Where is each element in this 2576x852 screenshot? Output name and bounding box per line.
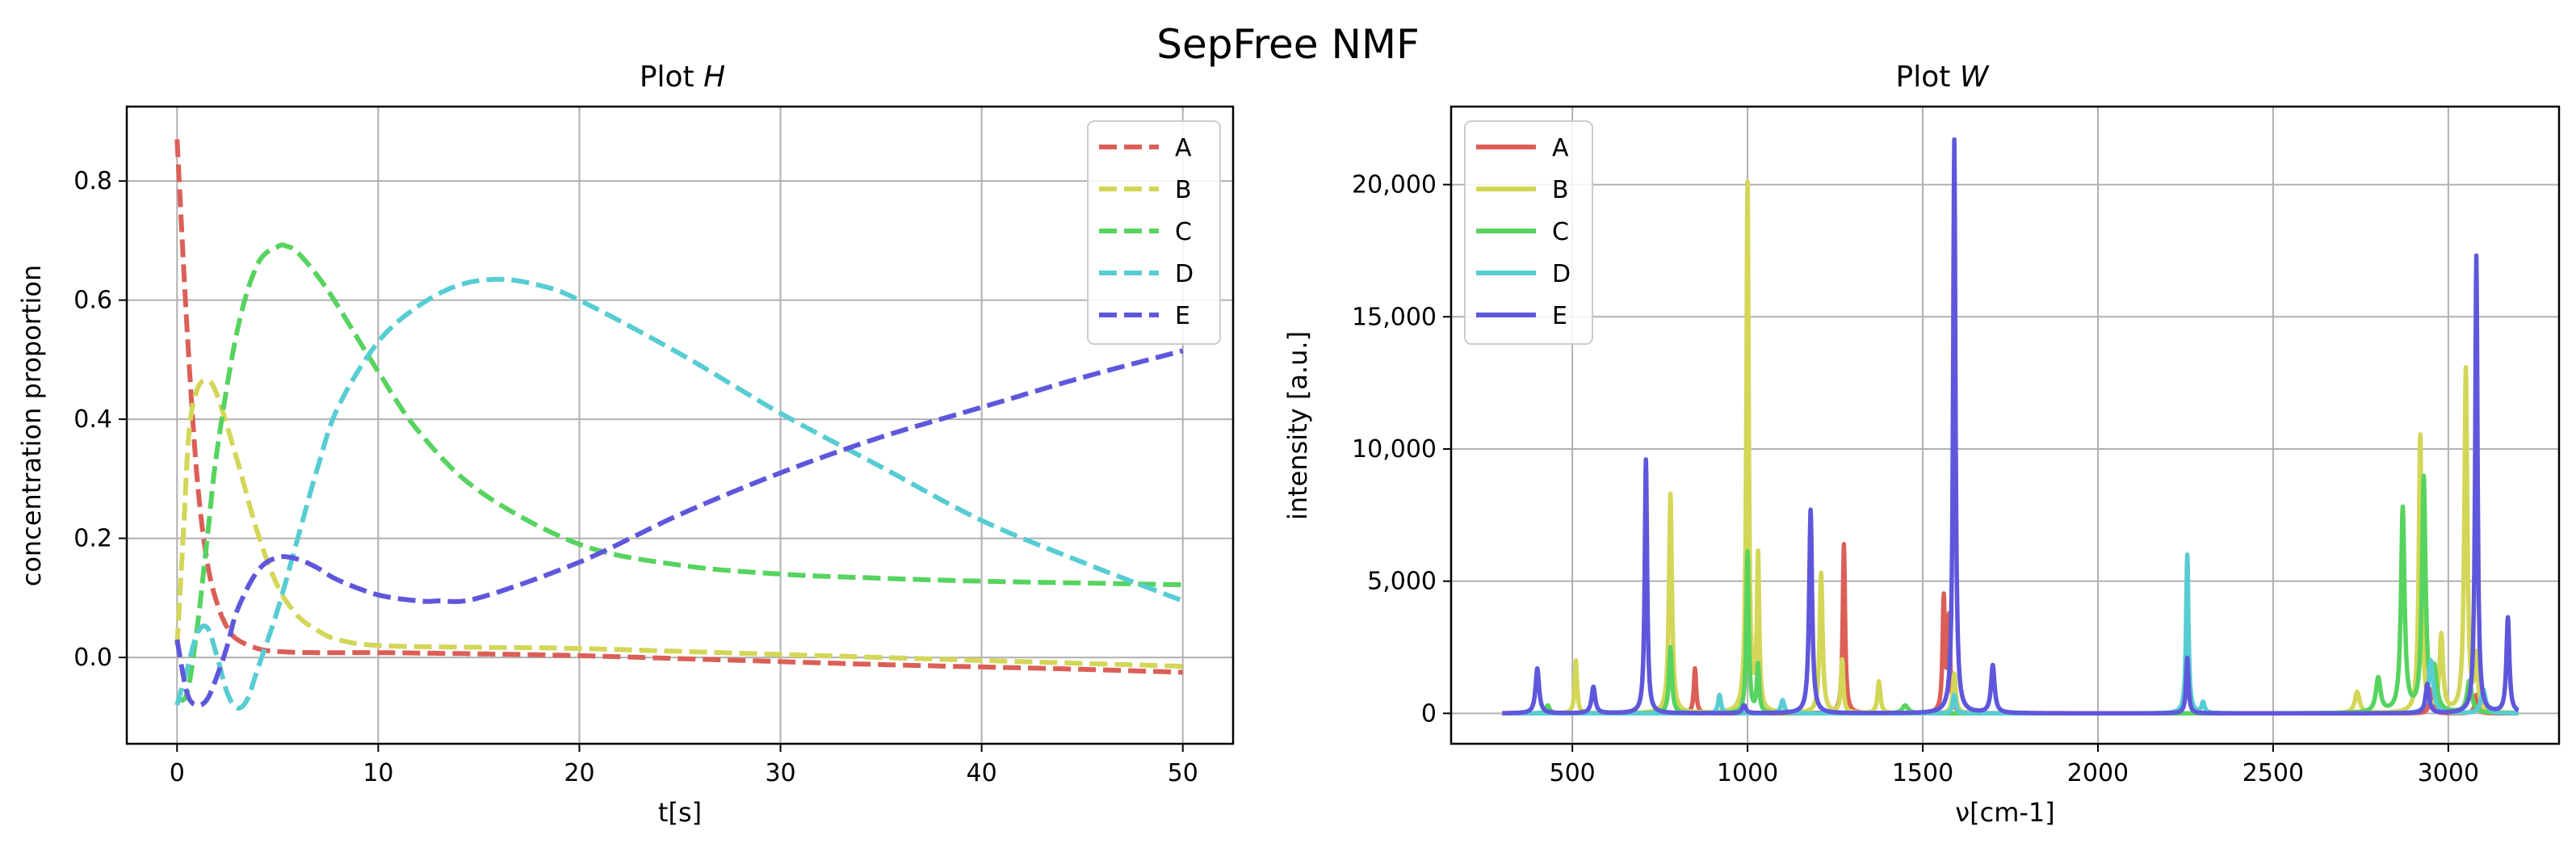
plot-h-legend-label-b: B bbox=[1175, 176, 1192, 204]
plot-w-legend-label-d: D bbox=[1552, 260, 1571, 288]
plot-h-ytick-label: 0.8 bbox=[73, 167, 112, 195]
plot-h-series bbox=[174, 139, 1184, 711]
plot-w-series-d bbox=[1500, 552, 2520, 716]
plot-w-xtick-label: 2500 bbox=[2242, 759, 2304, 787]
plot-h-series-e bbox=[174, 348, 1184, 708]
plot-w-xtick-label: 1500 bbox=[1892, 759, 1953, 787]
plot-w-series-c bbox=[1500, 473, 2520, 716]
plot-h-legend-label-c: C bbox=[1175, 218, 1192, 246]
plot-h-grid bbox=[127, 107, 1233, 744]
plot-h-xtick-label: 10 bbox=[363, 759, 393, 787]
plot-w-legend-label-a: A bbox=[1552, 134, 1569, 162]
plot-w-legend-label-b: B bbox=[1552, 176, 1569, 204]
plot-w-ytick-label: 0 bbox=[1421, 699, 1437, 728]
plot-w-series-b bbox=[1500, 179, 2520, 716]
plot-h-ylabel: concentration proportion bbox=[16, 265, 47, 586]
plot-h-ytick-label: 0.2 bbox=[73, 525, 112, 553]
plot-w-xtick-label: 3000 bbox=[2418, 759, 2479, 787]
figure-title: SepFree NMF bbox=[1156, 21, 1420, 68]
plot-h-frame bbox=[125, 105, 1235, 745]
plot-h-series-a bbox=[174, 139, 1183, 675]
plot-h-legend-label-e: E bbox=[1175, 302, 1190, 330]
plot-h-series-c bbox=[174, 242, 1183, 703]
plot-h-xtick-label: 50 bbox=[1168, 759, 1198, 787]
plot-h-ytick-label: 0.4 bbox=[73, 405, 112, 434]
plot-w-legend-label-c: C bbox=[1552, 218, 1569, 246]
plot-h-title: Plot H bbox=[640, 61, 725, 94]
plot-w-xtick-label: 1000 bbox=[1717, 759, 1778, 787]
plot-w-ytick-label: 20,000 bbox=[1352, 171, 1437, 199]
plot-w-xtick-label: 2000 bbox=[2067, 759, 2129, 787]
plot-h-xtick-label: 0 bbox=[170, 759, 185, 787]
plot-w-title: Plot W bbox=[1896, 61, 1990, 94]
plot-w-xlabel: ν[cm-1] bbox=[1955, 797, 2055, 828]
plot-h-legend-label-a: A bbox=[1175, 134, 1192, 162]
plot-w-ytick-label: 10,000 bbox=[1352, 435, 1437, 464]
plot-h-ticks: 0 10 20 30 40 50 0.0 0.2 0.4 0.6 0.8 bbox=[73, 167, 1198, 787]
plot-h-xlabel: t[s] bbox=[658, 797, 702, 828]
plot-h-series-d bbox=[174, 276, 1184, 711]
plot-w-ytick-label: 5,000 bbox=[1367, 568, 1437, 596]
plot-w-ytick-label: 15,000 bbox=[1352, 303, 1437, 331]
plot-w-series-a bbox=[1500, 542, 2520, 716]
plot-w-ticks: 500 1000 1500 2000 2500 3000 0 5,000 10,000 15,00… bbox=[1352, 171, 2479, 787]
plot-w-frame bbox=[1450, 105, 2561, 745]
plot-h-xtick-label: 40 bbox=[967, 759, 997, 787]
plot-w-series bbox=[1500, 136, 2520, 716]
plot-h-ytick-label: 0.0 bbox=[73, 644, 112, 672]
plot-w-panel: Plot W 500 1000 1500 2000 2500 3000 0 5,000 10,0… bbox=[1282, 61, 2561, 828]
plot-h-ytick-label: 0.6 bbox=[73, 287, 112, 315]
plot-h-xtick-label: 30 bbox=[765, 759, 795, 787]
plot-h-xtick-label: 20 bbox=[564, 759, 594, 787]
plot-w-grid bbox=[1451, 107, 2559, 744]
plot-h-legend-label-d: D bbox=[1175, 260, 1194, 288]
plot-h-panel: Plot H 0 10 20 30 40 50 0.0 0.2 0.4 0.6 0.8 t[s] c… bbox=[16, 61, 1235, 828]
plot-w-series-e bbox=[1500, 136, 2520, 716]
plot-h-series-b bbox=[174, 377, 1183, 669]
plot-w-xtick-label: 500 bbox=[1549, 759, 1595, 787]
plot-w-ylabel: intensity [a.u.] bbox=[1282, 331, 1313, 520]
plot-w-legend-label-e: E bbox=[1552, 302, 1567, 330]
